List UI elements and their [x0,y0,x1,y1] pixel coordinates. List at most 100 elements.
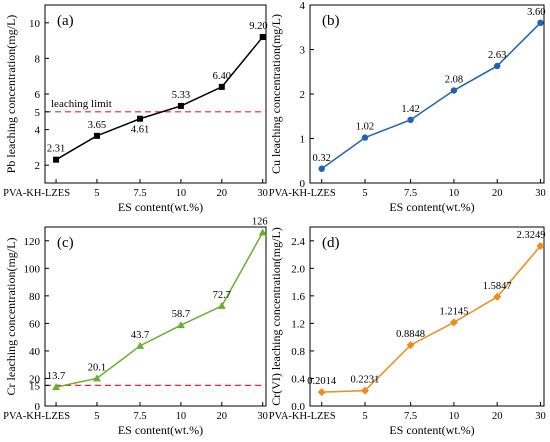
series-line [55,232,264,388]
y-tick-label: 0 [300,178,306,190]
data-point [259,34,266,41]
data-label: 6.40 [213,71,231,82]
data-label: 58.7 [172,309,190,320]
data-point [536,241,545,250]
data-label: 2.08 [445,74,463,85]
series-line [321,245,542,393]
x-tick-label: PVA-KH-LZES [3,188,70,199]
series-line [55,36,264,161]
y-tick-label: 4 [300,0,306,12]
x-tick-label: 20 [492,411,503,422]
panel-2: 0 1 2 3 4 PVA-KH-LZES 5 7.5 10 20 30 ES content(wt.… [269,0,546,214]
x-tick-label: 10 [176,411,187,422]
x-tick-label: 7.5 [404,188,417,199]
y-tick-label: 15 [29,380,41,392]
y-tick-label: 20 [29,373,41,385]
data-label: 4.61 [131,125,149,136]
y-tick-label: 80 [29,291,41,303]
x-axis-title: ES content(wt.%) [118,423,203,437]
y-tick-label: 40 [29,346,41,358]
x-tick-label: 10 [449,411,460,422]
y-tick-label: 4 [35,125,41,137]
x-tick-label: 10 [176,188,187,199]
y-tick-label: 0.4 [291,373,305,385]
data-point [318,165,325,172]
data-label: 0.8848 [396,329,425,340]
data-label: 3.65 [88,120,106,131]
panel-label: (c) [57,235,74,251]
y-tick-label: 2.0 [291,263,305,275]
data-label: 5.33 [172,90,190,101]
data-label: 0.2231 [351,375,380,386]
y-tick-label: 2 [300,89,306,101]
x-tick-label: 5 [94,188,99,199]
data-label: 1.5847 [483,281,512,292]
data-label: 0.32 [313,153,331,164]
data-point [537,19,544,26]
y-tick-label: 5 [35,107,41,119]
data-label: 72.7 [213,290,231,301]
y-tick-label: 0.0 [291,401,305,413]
panel-4: 0.0 0.4 0.8 1.2 1.6 2.0 2.4 PVA-KH-LZES 5 7.5 10 20… [269,226,546,437]
y-tick-label: 1 [300,134,306,146]
data-label: 9.20 [249,21,267,32]
y-tick-label: 0 [35,401,41,413]
y-tick-label: 60 [29,318,41,330]
x-tick-label: 20 [492,188,503,199]
data-point [176,321,185,329]
x-tick-label: PVA-KH-LZES [269,188,336,199]
data-point [177,102,184,109]
data-label: 0.2014 [307,376,337,387]
x-axis-title: ES content(wt.%) [118,200,203,214]
data-label: 3.60 [527,7,545,18]
data-point [406,341,415,350]
data-label: 2.31 [47,144,65,155]
y-axis-title: Cr(VI) leaching concentration(mg/L) [269,227,283,406]
x-tick-label: 30 [535,188,546,199]
plot-frame [44,4,267,184]
data-point [93,132,100,139]
data-point [218,83,225,90]
data-point [361,134,369,141]
x-tick-label: 5 [362,188,367,199]
x-tick-label: PVA-KH-LZES [269,411,336,422]
data-point [494,62,501,70]
data-point [52,383,61,391]
x-tick-label: 20 [217,411,228,422]
x-tick-label: 5 [94,411,99,422]
y-tick-label: 100 [24,263,41,275]
y-tick-label: 3 [300,45,306,57]
data-point [136,341,145,349]
x-tick-label: 10 [449,188,460,199]
data-point [217,301,226,309]
x-tick-label: 20 [217,188,228,199]
y-tick-label: 1.6 [291,291,305,303]
y-tick-label: 10 [29,18,41,30]
panel-label: (b) [322,13,340,29]
x-axis-title: ES content(wt.%) [389,423,474,437]
panel-label: (a) [57,13,74,29]
y-tick-label: 6 [35,89,41,101]
data-point [493,292,502,301]
data-point [317,388,326,397]
data-point [407,116,414,124]
x-tick-label: 30 [257,411,268,422]
data-label: 126 [252,217,268,228]
data-point [450,87,458,94]
plot-frame [309,4,545,184]
y-tick-label: 0.8 [291,346,305,358]
data-point [137,115,144,122]
y-axis-title: Cr leaching concentration(mg/L) [4,238,18,396]
data-label: 2.63 [488,50,506,61]
data-point [258,228,267,236]
plot-frame [309,226,545,407]
data-label: 2.3249 [517,230,546,241]
y-axis-title: Cu leaching concentration(mg/L) [269,14,283,174]
x-tick-label: 30 [257,188,268,199]
panel-1: leaching limit 2 4 5 6 8 10 PVA-KH-LZES 5 7.5 10 20… [3,4,268,214]
data-label: 1.42 [401,104,419,115]
data-label: 13.7 [47,371,65,382]
series-line [321,22,542,170]
y-tick-label: 2 [35,160,41,172]
